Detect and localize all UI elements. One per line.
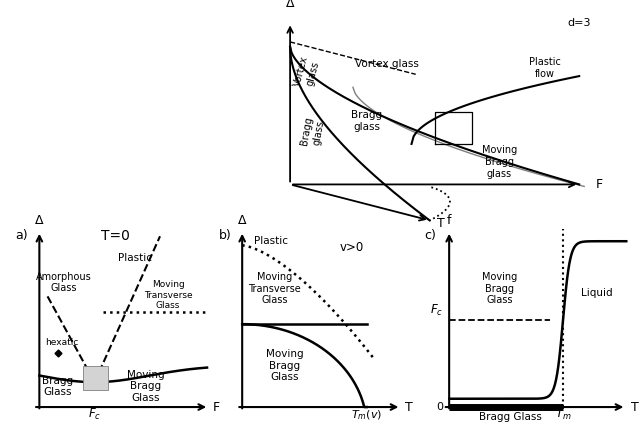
Text: Δ: Δ [286, 0, 295, 10]
Text: Bragg Glass: Bragg Glass [479, 411, 542, 422]
Text: T: T [437, 217, 445, 230]
Text: Moving
Bragg
Glass: Moving Bragg Glass [127, 370, 164, 403]
Text: 0: 0 [436, 402, 443, 412]
Text: Plastic
flow: Plastic flow [528, 57, 560, 78]
Text: Moving
Bragg
glass: Moving Bragg glass [482, 146, 517, 179]
Text: Bragg
glass: Bragg glass [351, 110, 382, 131]
Text: f: f [447, 214, 451, 227]
Bar [83, 366, 108, 390]
Text: Plastic: Plastic [254, 236, 288, 246]
Text: $T_m(v)$: $T_m(v)$ [351, 408, 382, 422]
Text: Moving
Bragg
Glass: Moving Bragg Glass [482, 272, 518, 306]
Text: Vortex glass: Vortex glass [355, 59, 419, 69]
Text: $F_c$: $F_c$ [430, 303, 443, 318]
Text: a): a) [15, 229, 27, 242]
Text: Bragg
glass: Bragg glass [300, 116, 326, 148]
Text: Amorphous
Glass: Amorphous Glass [36, 272, 92, 293]
Text: T: T [631, 400, 638, 414]
Text: $T_m$: $T_m$ [555, 407, 571, 422]
Text: Moving
Transverse
Glass: Moving Transverse Glass [249, 272, 301, 306]
Text: Vortex
glass: Vortex glass [293, 54, 321, 90]
Text: Δ: Δ [35, 214, 43, 227]
Text: hexatic: hexatic [45, 338, 79, 347]
Text: Bragg
Glass: Bragg Glass [42, 376, 73, 397]
Text: F: F [596, 178, 603, 191]
Text: v>0: v>0 [339, 241, 364, 254]
Text: T=0: T=0 [100, 229, 130, 243]
Text: $F_c$: $F_c$ [88, 407, 101, 422]
Text: Liquid: Liquid [581, 288, 613, 298]
Text: b): b) [219, 229, 232, 242]
Text: Moving
Transverse
Glass: Moving Transverse Glass [144, 280, 192, 310]
Text: F: F [213, 400, 220, 414]
Text: Δ: Δ [238, 214, 247, 227]
Text: T: T [405, 400, 413, 414]
Text: Plastic: Plastic [118, 253, 153, 263]
Text: c): c) [424, 229, 436, 242]
Text: Moving
Bragg
Glass: Moving Bragg Glass [266, 349, 303, 382]
Text: d=3: d=3 [567, 18, 591, 28]
